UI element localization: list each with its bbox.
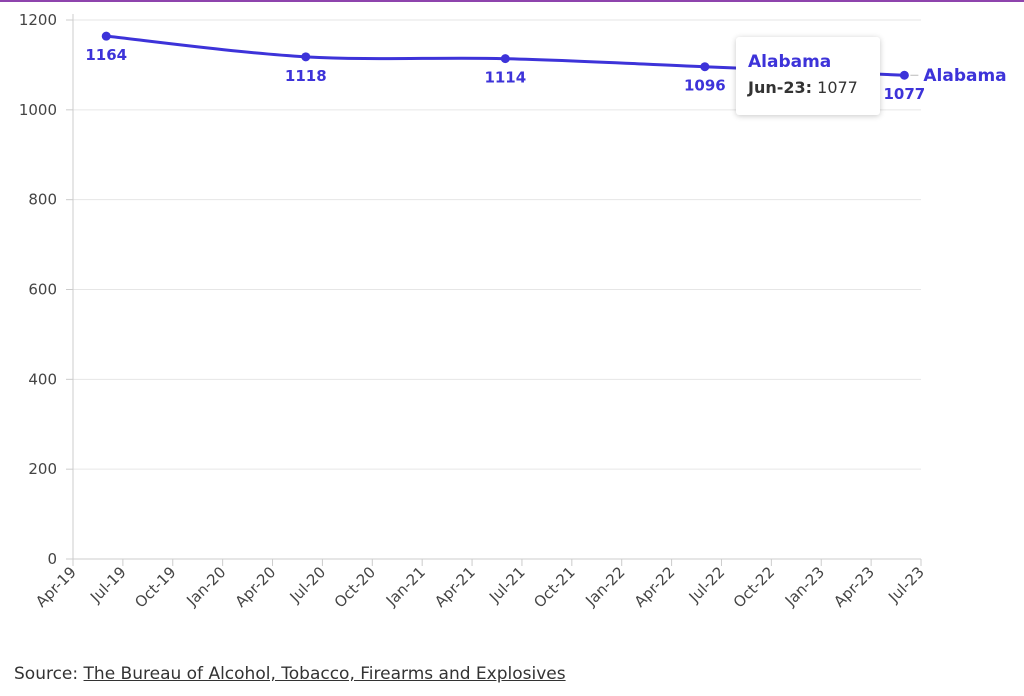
y-tick-label: 600	[28, 281, 57, 299]
source-link[interactable]: The Bureau of Alcohol, Tobacco, Firearms…	[83, 664, 566, 684]
top-accent-bar	[0, 0, 1024, 2]
y-tick-label: 200	[28, 460, 57, 478]
tooltip-value: 1077	[817, 78, 858, 97]
x-tick-label: Oct-22	[730, 563, 778, 611]
source-prefix: Source:	[14, 664, 84, 684]
data-point	[899, 70, 909, 80]
x-tick-label: Jan-23	[781, 563, 828, 610]
y-axis: 0 200 400 600 800 1000 1200	[19, 11, 74, 568]
x-tick-label: Apr-21	[431, 563, 479, 611]
data-point	[700, 62, 710, 72]
x-tick-label: Jul-21	[485, 563, 529, 607]
x-tick-label: Jul-20	[286, 563, 330, 607]
x-tick-label: Jul-22	[685, 563, 729, 607]
x-tick-label: Oct-19	[131, 563, 179, 611]
tooltip-title: Alabama	[748, 52, 832, 72]
x-tick-label: Oct-20	[331, 563, 379, 611]
x-tick-label: Jan-20	[182, 563, 229, 610]
tooltip-value-line: Jun-23: 1077	[748, 77, 868, 99]
y-tick-label: 0	[47, 550, 57, 568]
y-tick-label: 800	[28, 191, 57, 209]
x-tick-label: Apr-23	[830, 563, 878, 611]
data-point	[301, 52, 311, 62]
y-tick-label: 400	[28, 370, 57, 388]
data-label: 1164	[85, 46, 127, 64]
series-end-label: Alabama	[923, 66, 1006, 86]
hover-tooltip: Alabama Jun-23: 1077	[736, 37, 880, 115]
x-axis: Apr-19 Jul-19 Oct-19 Jan-20 Apr-20 Jul-20 Oct-…	[32, 558, 928, 611]
x-tick-label: Jan-22	[581, 563, 628, 610]
data-label: 1114	[484, 69, 526, 87]
x-tick-label: Jan-21	[382, 563, 429, 610]
x-tick-label: Apr-22	[631, 563, 679, 611]
x-tick-label: Jul-19	[86, 563, 130, 607]
y-tick-label: 1200	[19, 11, 57, 29]
data-point	[500, 54, 510, 64]
y-tick-label: 1000	[19, 101, 57, 119]
data-point	[101, 31, 111, 41]
tooltip-key: Jun-23:	[748, 78, 813, 97]
data-label: 1096	[684, 77, 726, 95]
x-tick-label: Apr-20	[232, 563, 280, 611]
data-label: 1077	[883, 85, 925, 103]
source-credit: Source: The Bureau of Alcohol, Tobacco, …	[14, 664, 566, 684]
data-label: 1118	[285, 67, 327, 85]
x-tick-label: Oct-21	[530, 563, 578, 611]
x-tick-label: Apr-19	[32, 563, 80, 611]
x-tick-label: Jul-23	[884, 563, 928, 607]
